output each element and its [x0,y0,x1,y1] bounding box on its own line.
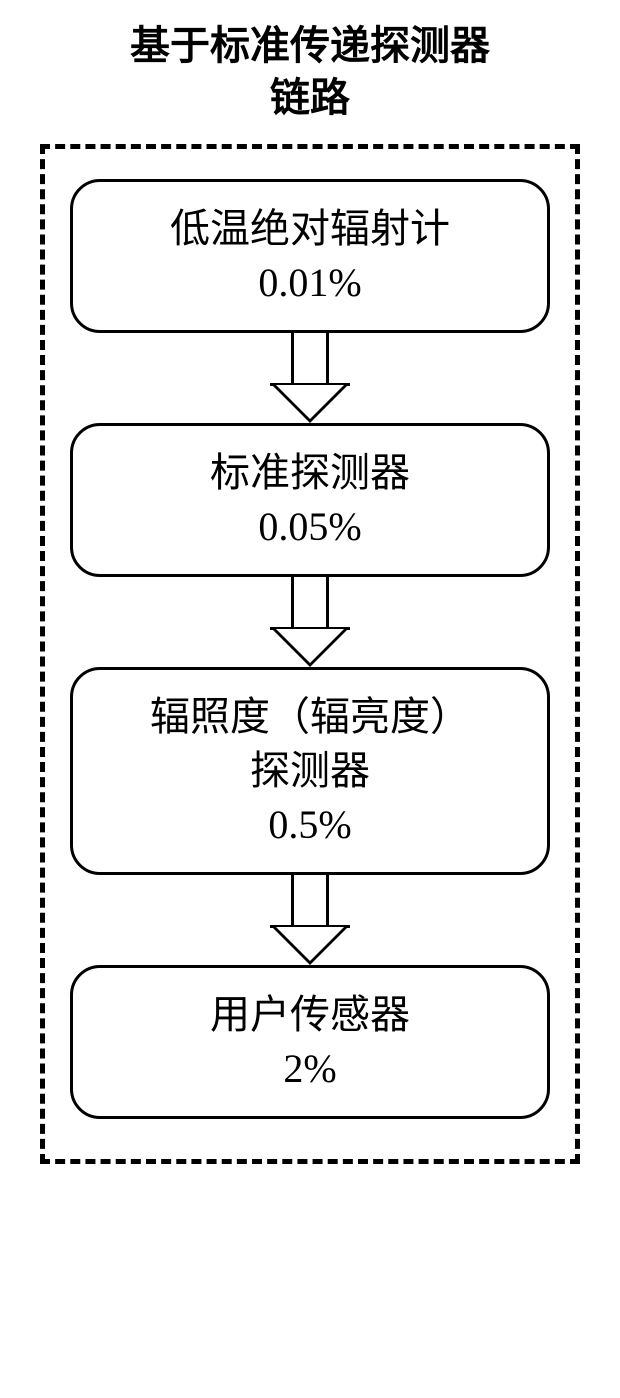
flowchart-node-3: 辐照度（辐亮度） 探测器 0.5% [70,667,550,875]
node-3-label-3: 0.5% [88,798,532,852]
flowchart-node-4: 用户传感器 2% [70,965,550,1119]
node-4-label-1: 用户传感器 [88,988,532,1042]
arrow-3 [270,875,350,965]
title-line-1: 基于标准传递探测器 [130,20,490,72]
node-3-label-1: 辐照度（辐亮度） [88,690,532,744]
flowchart-node-2: 标准探测器 0.05% [70,423,550,577]
node-1-label-1: 低温绝对辐射计 [88,202,532,256]
node-1-label-2: 0.01% [88,256,532,310]
flowchart-container: 低温绝对辐射计 0.01% 标准探测器 0.05% 辐照度（辐亮度） 探测器 0… [40,144,580,1164]
flowchart-node-1: 低温绝对辐射计 0.01% [70,179,550,333]
node-3-label-2: 探测器 [88,744,532,798]
diagram-title: 基于标准传递探测器 链路 [130,20,490,124]
node-4-label-2: 2% [88,1042,532,1096]
arrow-1 [270,333,350,423]
node-2-label-1: 标准探测器 [88,446,532,500]
arrow-2 [270,577,350,667]
title-line-2: 链路 [130,72,490,124]
node-2-label-2: 0.05% [88,500,532,554]
